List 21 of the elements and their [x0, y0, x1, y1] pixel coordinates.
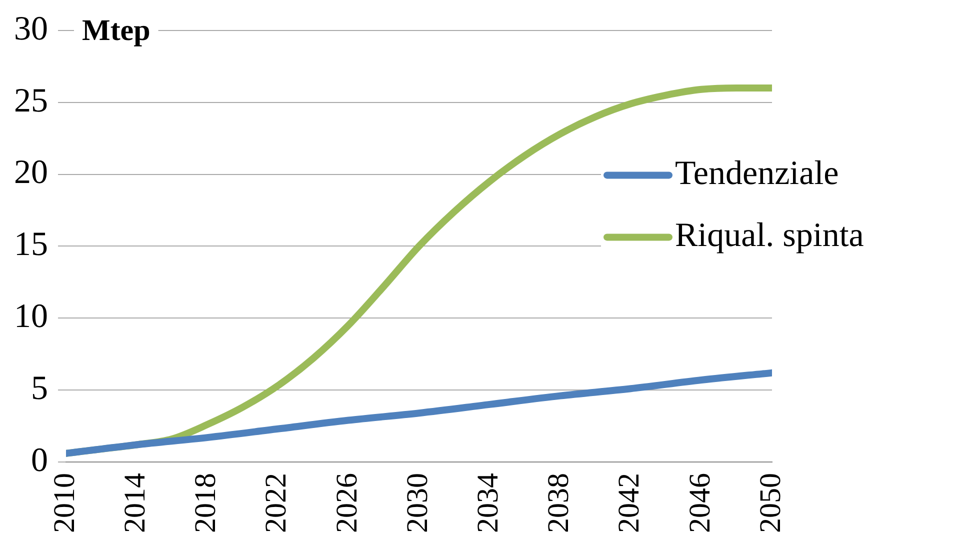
y-axis-title: Mtep — [82, 14, 150, 48]
y-tick-label: 0 — [31, 442, 48, 479]
y-tick-label: 20 — [14, 154, 48, 192]
y-tick-label: 15 — [14, 226, 48, 264]
x-tick-label: 2014 — [118, 473, 152, 533]
x-tick-label: 2018 — [189, 473, 222, 533]
y-tick-label: 10 — [14, 298, 48, 336]
x-tick-label: 2050 — [754, 473, 787, 533]
x-tick-label: 2030 — [400, 473, 434, 533]
y-tick-label: 25 — [14, 82, 48, 120]
x-tick-label: 2026 — [330, 473, 364, 533]
legend-label: Riqual. spinta — [675, 217, 864, 254]
y-tick-label: 5 — [31, 370, 48, 407]
x-tick-label: 2010 — [48, 473, 81, 533]
x-tick-label: 2034 — [471, 473, 504, 533]
x-tick-label: 2038 — [542, 473, 576, 533]
y-tick-label: 30 — [14, 10, 48, 48]
x-tick-label: 2042 — [612, 473, 646, 533]
legend-label: Tendenziale — [675, 155, 839, 192]
x-tick-label: 2022 — [260, 473, 293, 533]
x-tick-label: 2046 — [683, 473, 716, 533]
